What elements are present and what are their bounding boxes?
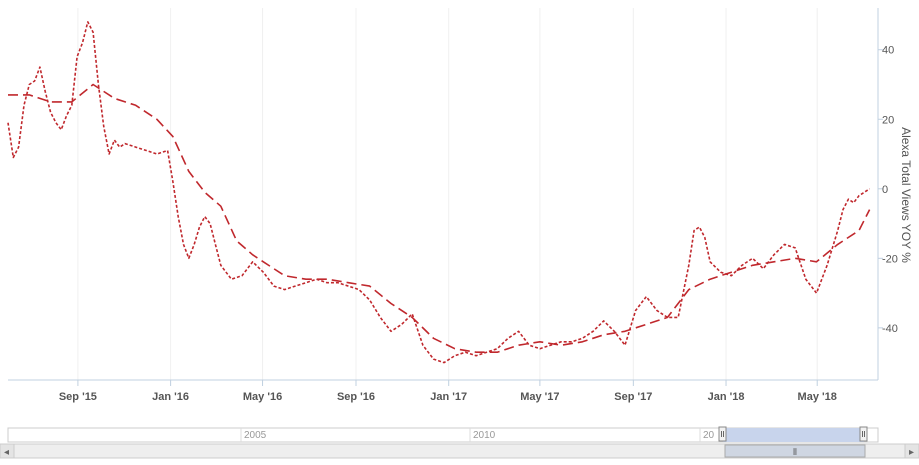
navigator-right-handle[interactable] (859, 426, 868, 442)
series-line-short-dash (7, 21, 871, 364)
navigator-selected-range[interactable] (723, 428, 864, 442)
scroll-left-arrow-icon: ◂ (4, 447, 9, 458)
navigator-label-2005: 2005 (244, 430, 267, 441)
x-tick-label: Jan '18 (708, 391, 745, 403)
scrollbar-thumb[interactable] (724, 444, 866, 458)
x-tick-label: May '18 (798, 391, 837, 403)
scrollbar-track[interactable] (0, 443, 919, 459)
scrollbar[interactable]: ◂ ⦀ ▸ (0, 443, 919, 459)
navigator-label-2010: 2010 (473, 430, 496, 441)
scroll-right-button[interactable] (904, 443, 919, 459)
x-tick-label: Sep '17 (614, 391, 652, 403)
x-tick-label: Sep '15 (59, 391, 97, 403)
y-tick-label: 40 (882, 45, 894, 57)
y-axis-ticks: 40 20 0 -20 -40 (878, 45, 898, 335)
y-tick-label: 20 (882, 114, 894, 126)
navigator-left-handle[interactable] (718, 426, 727, 442)
navigator-track (7, 427, 879, 443)
x-tick-label: May '17 (520, 391, 559, 403)
x-tick-label: Jan '17 (430, 391, 467, 403)
series-line-long-dash (8, 83, 871, 353)
navigator-label-20: 20 (703, 430, 715, 441)
scroll-grip-icon: ⦀ (793, 447, 797, 457)
x-axis-ticks: Sep '15 Jan '16 May '16 Sep '16 Jan '17 May '… (59, 380, 837, 403)
scroll-right-arrow-icon: ▸ (909, 447, 914, 458)
y-tick-label: -20 (882, 253, 898, 265)
series-lines (7, 21, 871, 364)
x-tick-label: May '16 (243, 391, 282, 403)
x-tick-label: Jan '16 (152, 391, 189, 403)
vertical-gridlines (77, 8, 818, 380)
y-tick-label: -40 (882, 323, 898, 335)
x-tick-label: Sep '16 (337, 391, 375, 403)
range-navigator[interactable]: 2005 2010 20 (7, 426, 879, 443)
y-axis-title: Alexa Total Views YOY % (899, 127, 913, 263)
y-tick-label: 0 (882, 184, 888, 196)
scroll-left-button[interactable] (0, 443, 15, 459)
